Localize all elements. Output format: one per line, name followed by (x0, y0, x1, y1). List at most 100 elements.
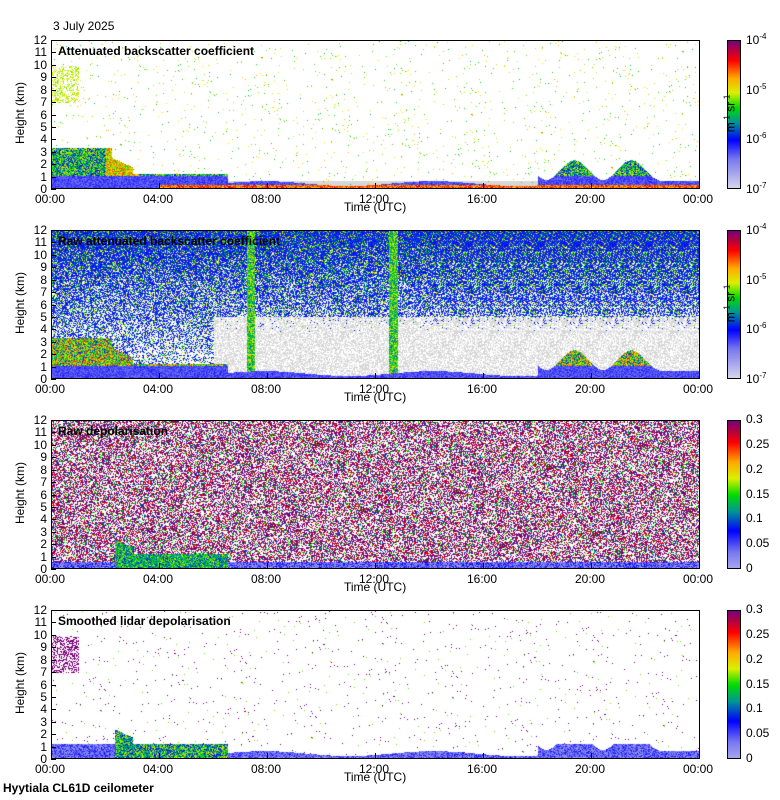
y-tick-mark (51, 469, 56, 471)
y-tick-label: 10 (33, 627, 47, 642)
y-tick-label: 4 (40, 512, 47, 527)
y-tick-label: 10 (33, 437, 47, 452)
colorbar-unit-label: m-1 sr-1 (722, 284, 738, 323)
y-tick-mark (51, 52, 56, 54)
colorbar-tick-label: 10-5 (746, 81, 767, 97)
y-tick-mark (51, 709, 56, 711)
colorbar-tick-label: 0.25 (746, 436, 770, 451)
y-tick-mark (51, 379, 56, 380)
y-tick-mark (51, 482, 56, 484)
colorbar (727, 230, 741, 379)
y-tick-label: 8 (40, 652, 47, 667)
colorbar (727, 40, 741, 189)
y-tick-mark (51, 506, 56, 508)
colorbar-gradient (728, 231, 740, 378)
y-tick-mark (51, 304, 56, 306)
y-tick-mark (51, 647, 56, 649)
x-tick-mark (483, 563, 484, 568)
x-tick-label: 00:00 (683, 762, 714, 776)
y-tick-mark (51, 316, 56, 318)
x-tick-mark (591, 373, 592, 378)
x-tick-label: 00:00 (683, 572, 714, 586)
y-tick-mark (51, 684, 56, 686)
y-tick-mark (51, 531, 56, 533)
y-tick-label: 2 (40, 727, 47, 742)
y-tick-mark (51, 329, 56, 331)
x-tick-mark (51, 753, 52, 758)
y-tick-mark (51, 672, 56, 674)
x-tick-mark (51, 563, 52, 568)
y-tick-label: 6 (40, 677, 47, 692)
x-tick-label: 00:00 (35, 382, 66, 396)
y-tick-label: 0 (40, 182, 47, 196)
x-tick-mark (699, 183, 700, 188)
y-axis-label: Height (km) (13, 82, 27, 145)
x-tick-label: 04:00 (143, 762, 174, 776)
x-tick-label: 00:00 (683, 382, 714, 396)
x-tick-label: 20:00 (575, 762, 606, 776)
x-tick-label: 16:00 (467, 382, 498, 396)
y-tick-mark (51, 622, 56, 624)
y-tick-label: 2 (40, 347, 47, 362)
heatmap-plot: Raw attenuated backscatter coefficient (51, 230, 700, 379)
y-tick-label: 6 (40, 487, 47, 502)
y-tick-label: 3 (40, 524, 47, 539)
y-tick-label: 11 (34, 615, 47, 630)
y-tick-label: 1 (40, 169, 47, 184)
y-tick-mark (51, 696, 56, 698)
y-tick-mark (51, 89, 56, 91)
colorbar-tick-label: 0.2 (746, 651, 763, 666)
x-tick-label: 00:00 (683, 192, 714, 206)
panel-title: Raw attenuated backscatter coefficient (58, 234, 281, 248)
colorbar-tick-label: 0.3 (746, 602, 763, 616)
y-tick-label: 10 (33, 57, 47, 72)
y-tick-label: 4 (40, 702, 47, 717)
colorbar-tick-label: 10-4 (746, 222, 767, 237)
x-tick-label: 00:00 (35, 572, 66, 586)
y-tick-mark (51, 569, 56, 570)
colorbar-tick-label: 0.05 (746, 726, 770, 741)
x-tick-mark (267, 373, 268, 378)
date-label: 3 July 2025 (53, 19, 115, 33)
y-tick-mark (51, 279, 56, 281)
y-tick-label: 2 (40, 157, 47, 172)
y-tick-label: 6 (40, 297, 47, 312)
x-tick-label: 12:00 (359, 572, 390, 586)
y-tick-mark (51, 354, 56, 356)
y-tick-label: 0 (40, 752, 47, 766)
colorbar-tick-label: 0.05 (746, 536, 770, 551)
x-tick-label: 12:00 (359, 192, 390, 206)
panel-title: Raw depolarisation (58, 424, 169, 438)
x-tick-mark (51, 183, 52, 188)
x-tick-label: 20:00 (575, 382, 606, 396)
y-tick-mark (51, 126, 56, 128)
y-tick-mark (51, 102, 56, 104)
panel-raw: Raw attenuated backscatter coefficient 0 1… (0, 222, 780, 420)
y-tick-label: 1 (40, 359, 47, 374)
x-tick-mark (51, 373, 52, 378)
y-tick-mark (51, 457, 56, 459)
heatmap-image (52, 611, 699, 758)
colorbar-tick-label: 0.15 (746, 676, 770, 691)
y-tick-mark (51, 420, 56, 421)
x-tick-label: 08:00 (251, 762, 282, 776)
y-tick-label: 12 (33, 603, 47, 617)
y-tick-mark (51, 292, 56, 294)
y-tick-mark (51, 759, 56, 760)
y-tick-label: 10 (33, 247, 47, 262)
x-axis-label: Time (UTC) (344, 390, 407, 404)
x-tick-label: 16:00 (467, 192, 498, 206)
panel-title: Attenuated backscatter coefficient (58, 44, 255, 58)
heatmap-plot: Smoothed lidar depolarisation (51, 610, 700, 759)
y-tick-label: 12 (33, 33, 47, 47)
y-tick-label: 6 (40, 107, 47, 122)
x-tick-mark (375, 563, 376, 568)
y-tick-label: 1 (40, 739, 47, 754)
y-axis-label: Height (km) (13, 272, 27, 335)
panel-rdep: Raw depolarisation 0 1 2 3 4 5 6 7 8 9 10 11 12 00:00 0… (0, 412, 780, 610)
y-tick-label: 8 (40, 272, 47, 287)
y-tick-mark (51, 746, 56, 748)
heatmap-image (52, 231, 699, 378)
panel-title: Smoothed lidar depolarisation (58, 614, 231, 628)
x-tick-mark (699, 753, 700, 758)
